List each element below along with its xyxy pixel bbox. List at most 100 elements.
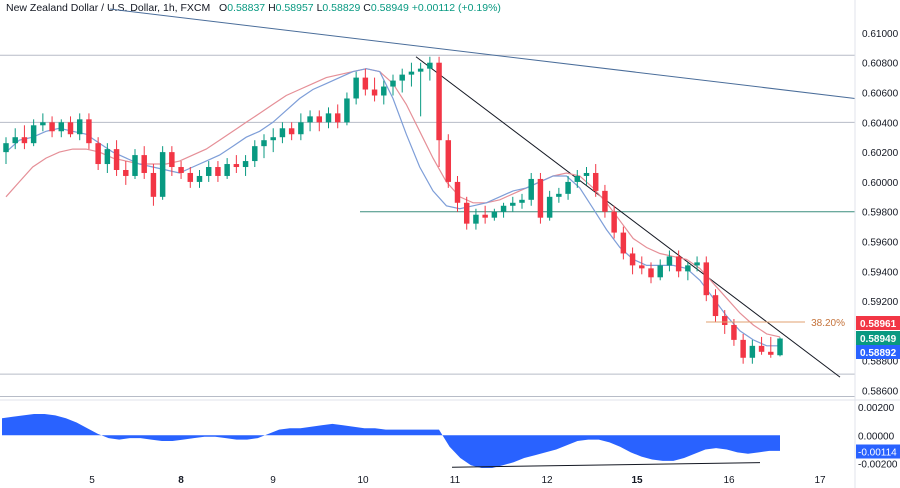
divergence-line	[451, 462, 761, 468]
candle-body	[685, 265, 691, 272]
moving-averages	[5, 68, 781, 347]
price-tick-label: 0.59200	[862, 297, 899, 308]
trendline-long	[109, 8, 856, 99]
candle-body	[169, 152, 175, 168]
oscillator-tick-label: -0.00200	[858, 460, 898, 471]
candle-body	[500, 205, 507, 212]
candle-body	[362, 77, 369, 90]
candle-body	[519, 199, 525, 203]
candle-body	[298, 122, 304, 135]
candle-body	[178, 167, 184, 173]
price-badge	[856, 331, 900, 345]
candle-body	[537, 178, 544, 218]
trendlines	[109, 8, 856, 378]
candle-body	[427, 62, 433, 69]
price-badge-label: 0.58949	[860, 334, 897, 345]
chart-header: New Zealand Dollar / U.S. Dollar, 1h, FX…	[6, 2, 501, 14]
time-tick-label: 9	[270, 475, 276, 486]
candle-body	[528, 178, 534, 200]
oscillator-badge	[856, 444, 900, 459]
time-tick-label: 10	[357, 475, 369, 486]
candle-body	[325, 113, 332, 123]
candle-body	[675, 256, 682, 272]
price-tick-label: 0.60800	[862, 59, 899, 70]
time-tick-label: 11	[450, 475, 461, 486]
candlestick-series	[3, 56, 783, 364]
candle-body	[399, 74, 405, 81]
candle-body	[196, 175, 203, 182]
oscillator-tick-label: 0.00200	[858, 403, 895, 414]
candle-body	[215, 167, 221, 176]
oscillator-area	[2, 414, 780, 468]
candle-body	[242, 161, 249, 168]
candle-body	[694, 262, 700, 266]
candle-body	[67, 122, 74, 135]
candle-body	[417, 68, 424, 72]
candle-body	[344, 98, 350, 123]
candle-body	[639, 265, 645, 269]
candle-body	[463, 202, 470, 224]
candle-body	[712, 295, 719, 317]
candle-body	[187, 172, 194, 182]
candle-body	[758, 345, 765, 352]
price-tick-label: 0.59600	[862, 238, 899, 249]
candle-body	[556, 193, 562, 197]
time-tick-label: 8	[178, 475, 184, 486]
low-value: 0.58829	[322, 2, 361, 14]
high-key: H	[268, 2, 276, 14]
fib-label: 38.20%	[811, 318, 845, 329]
high-value: 0.58957	[275, 2, 314, 14]
candle-body	[731, 324, 737, 340]
candle-body	[205, 167, 212, 176]
open-value: 0.58837	[227, 2, 266, 14]
candle-body	[21, 137, 28, 144]
candle-body	[473, 214, 479, 224]
candle-body	[721, 316, 728, 325]
oscillator-pane	[2, 414, 780, 468]
candle-body	[565, 181, 571, 194]
candle-body	[371, 89, 378, 96]
candle-body	[592, 172, 599, 191]
candle-body	[261, 140, 267, 147]
time-tick-label: 12	[541, 475, 553, 486]
candle-body	[159, 152, 166, 197]
open-key: O	[219, 2, 228, 14]
candle-body	[288, 128, 295, 135]
candle-body	[583, 172, 590, 176]
candle-body	[49, 122, 55, 132]
price-badge-label: 0.58892	[860, 348, 897, 359]
candle-body	[408, 71, 415, 75]
candle-body	[316, 116, 323, 123]
price-badge	[856, 345, 900, 359]
candle-body	[629, 253, 636, 266]
candle-body	[777, 338, 783, 356]
candle-body	[491, 211, 498, 218]
fib-level: 38.20%	[706, 318, 845, 329]
candle-body	[574, 175, 581, 182]
price-tick-label: 0.60400	[862, 118, 899, 129]
change-value: +0.00112 (+0.19%)	[411, 2, 501, 14]
candle-body	[30, 125, 37, 144]
candle-body	[113, 149, 120, 170]
trendline-short	[415, 56, 841, 378]
candle-body	[150, 172, 157, 197]
time-tick-label: 15	[631, 475, 643, 486]
candle-body	[252, 146, 258, 162]
candle-body	[104, 149, 111, 165]
candle-body	[12, 137, 18, 144]
price-tick-label: 0.61000	[862, 29, 899, 40]
candle-body	[657, 265, 663, 278]
candle-body	[353, 77, 359, 99]
candle-body	[620, 232, 627, 254]
symbol-title[interactable]: New Zealand Dollar / U.S. Dollar, 1h, FX…	[6, 2, 211, 14]
candle-body	[445, 140, 452, 182]
candle-body	[602, 190, 608, 212]
candle-body	[270, 137, 276, 141]
candle-body	[224, 164, 230, 176]
time-tick-label: 5	[89, 475, 95, 486]
candle-body	[279, 128, 286, 138]
price-tick-label: 0.60200	[862, 148, 899, 159]
